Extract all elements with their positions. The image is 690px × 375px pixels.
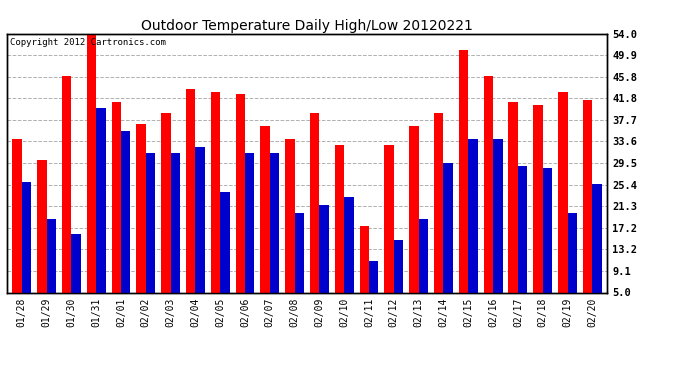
Bar	[409, 126, 419, 319]
Bar	[71, 234, 81, 319]
Bar	[518, 166, 527, 319]
Bar	[62, 76, 71, 319]
Bar	[121, 132, 130, 319]
Bar	[459, 50, 469, 319]
Bar	[285, 140, 295, 319]
Bar	[96, 108, 106, 319]
Bar	[161, 113, 170, 319]
Bar	[112, 102, 121, 319]
Bar	[434, 113, 444, 319]
Bar	[469, 140, 477, 319]
Bar	[195, 147, 205, 319]
Bar	[359, 226, 369, 319]
Bar	[310, 113, 319, 319]
Bar	[493, 140, 502, 319]
Bar	[419, 219, 428, 319]
Bar	[444, 163, 453, 319]
Bar	[295, 213, 304, 319]
Bar	[245, 153, 255, 319]
Bar	[583, 100, 592, 319]
Bar	[235, 94, 245, 319]
Bar	[220, 192, 230, 319]
Bar	[260, 126, 270, 319]
Bar	[558, 92, 567, 319]
Bar	[146, 153, 155, 319]
Bar	[12, 140, 22, 319]
Bar	[394, 240, 403, 319]
Text: Copyright 2012 Cartronics.com: Copyright 2012 Cartronics.com	[10, 38, 166, 46]
Bar	[344, 198, 354, 319]
Bar	[87, 34, 96, 319]
Bar	[170, 153, 180, 319]
Bar	[137, 123, 146, 319]
Bar	[319, 206, 329, 319]
Bar	[37, 160, 47, 319]
Bar	[484, 76, 493, 319]
Bar	[543, 168, 552, 319]
Bar	[47, 219, 56, 319]
Bar	[270, 153, 279, 319]
Bar	[567, 213, 577, 319]
Bar	[335, 145, 344, 319]
Bar	[384, 145, 394, 319]
Bar	[369, 261, 379, 319]
Bar	[592, 184, 602, 319]
Bar	[22, 182, 31, 319]
Bar	[211, 92, 220, 319]
Bar	[186, 89, 195, 319]
Bar	[533, 105, 543, 319]
Bar	[509, 102, 518, 319]
Title: Outdoor Temperature Daily High/Low 20120221: Outdoor Temperature Daily High/Low 20120…	[141, 19, 473, 33]
